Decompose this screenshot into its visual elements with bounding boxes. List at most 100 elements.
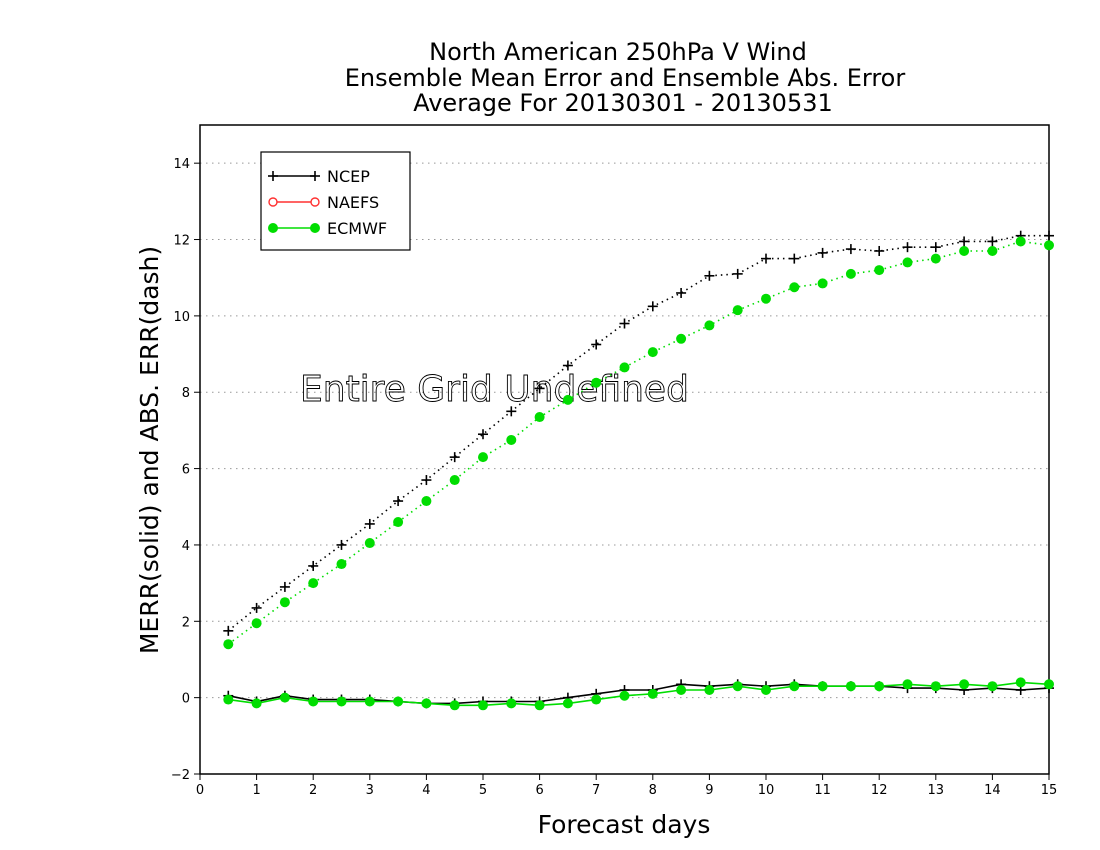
- data-point: [478, 452, 488, 463]
- data-point: [874, 265, 885, 276]
- data-point: [987, 236, 998, 247]
- data-point: [789, 681, 800, 692]
- data-point: [336, 559, 347, 570]
- x-tick-label: 12: [871, 783, 888, 798]
- y-tick-label: 4: [182, 539, 190, 554]
- data-point: [647, 347, 658, 358]
- series-ncep-abs-error: [223, 230, 1054, 636]
- data-point: [308, 578, 319, 589]
- y-axis-label: MERR(solid) and ABS. ERR(dash): [135, 246, 164, 654]
- data-point: [789, 282, 800, 293]
- data-point: [930, 253, 941, 264]
- title-line-1: North American 250hPa V Wind: [429, 38, 807, 66]
- data-point: [251, 698, 262, 709]
- data-point: [676, 685, 687, 696]
- data-point: [619, 362, 630, 373]
- x-axis: 0 1 2 3 4 5 6 7 8 9 10 11 12 13 14 15: [196, 774, 1057, 798]
- data-point: [393, 517, 404, 528]
- x-tick-label: 9: [705, 783, 713, 798]
- data-point: [732, 305, 743, 316]
- title-line-3: Average For 20130301 - 20130531: [413, 89, 833, 117]
- x-tick-label: 5: [479, 783, 487, 798]
- data-point: [987, 681, 998, 692]
- data-point: [421, 698, 432, 709]
- data-point: [930, 681, 941, 692]
- legend-box: [260, 151, 411, 251]
- data-point: [223, 625, 234, 636]
- gridlines: [200, 162, 1049, 775]
- chart-title: North American 250hPa V Wind Ensemble Me…: [345, 38, 906, 117]
- y-tick-label: 2: [182, 615, 190, 630]
- data-point: [506, 406, 517, 417]
- data-point: [732, 268, 743, 279]
- data-point: [845, 681, 856, 692]
- data-point: [279, 692, 290, 703]
- data-point: [279, 597, 290, 608]
- data-point: [449, 700, 460, 711]
- data-point: [704, 270, 715, 281]
- y-tick-label: 10: [173, 310, 190, 325]
- data-point: [591, 339, 602, 350]
- legend-label-ecmwf: ECMWF: [327, 219, 387, 238]
- legend-marker: [310, 197, 320, 207]
- y-tick-label: 8: [182, 386, 190, 401]
- series-ecmwf-mean-error: [223, 677, 1054, 711]
- x-tick-label: 13: [928, 783, 945, 798]
- data-point: [421, 496, 432, 507]
- data-point: [817, 247, 828, 258]
- x-tick-label: 8: [649, 783, 657, 798]
- data-point: [562, 360, 573, 371]
- data-point: [421, 475, 432, 486]
- data-point: [449, 452, 460, 463]
- x-tick-label: 3: [366, 783, 374, 798]
- data-point: [478, 700, 488, 711]
- legend-marker: [310, 171, 320, 181]
- legend-label-naefs: NAEFS: [327, 193, 379, 212]
- series-line-ncep-abs-error: [227, 234, 1049, 632]
- data-point: [308, 560, 319, 571]
- data-point: [251, 602, 262, 613]
- legend-marker: [268, 223, 278, 233]
- data-point: [1044, 230, 1054, 241]
- legend-entry-ncep: NCEP: [268, 167, 370, 186]
- x-tick-label: 10: [758, 783, 775, 798]
- data-point: [364, 538, 375, 549]
- data-point: [1044, 240, 1054, 251]
- x-tick-label: 11: [814, 783, 831, 798]
- data-point: [478, 429, 488, 440]
- data-point: [506, 434, 517, 445]
- data-point: [761, 253, 771, 264]
- y-tick-label: 14: [173, 157, 190, 172]
- data-point: [591, 694, 602, 705]
- x-tick-label: 14: [984, 783, 1001, 798]
- x-tick-label: 15: [1041, 783, 1058, 798]
- data-point: [562, 698, 573, 709]
- data-point: [959, 245, 970, 256]
- undefined-grid-annotation: Entire Grid Undefined: [300, 369, 689, 410]
- series-line-ncep-mean-error: [228, 683, 1050, 705]
- data-point: [336, 696, 347, 707]
- plot-area: [199, 124, 1050, 775]
- series-line-ecmwf-abs-error: [227, 240, 1050, 645]
- data-point: [336, 539, 347, 550]
- data-point: [364, 518, 375, 529]
- title-line-2: Ensemble Mean Error and Ensemble Abs. Er…: [345, 64, 906, 92]
- data-point: [534, 412, 545, 423]
- data-point: [845, 244, 856, 255]
- y-axis: −2 0 2 4 6 8 10 12 14: [171, 157, 200, 783]
- data-point: [845, 268, 856, 279]
- data-point: [534, 700, 545, 711]
- series-ncep-mean-error: [223, 679, 1054, 709]
- data-point: [506, 698, 517, 709]
- y-tick-label: 6: [182, 463, 190, 478]
- data-point: [789, 253, 800, 264]
- data-point: [279, 581, 290, 592]
- x-axis-label: Forecast days: [538, 810, 711, 839]
- data-point: [1044, 679, 1054, 690]
- data-point: [732, 681, 743, 692]
- data-point: [902, 257, 913, 268]
- data-point: [1015, 677, 1026, 688]
- data-point: [959, 236, 970, 247]
- data-point: [534, 383, 545, 394]
